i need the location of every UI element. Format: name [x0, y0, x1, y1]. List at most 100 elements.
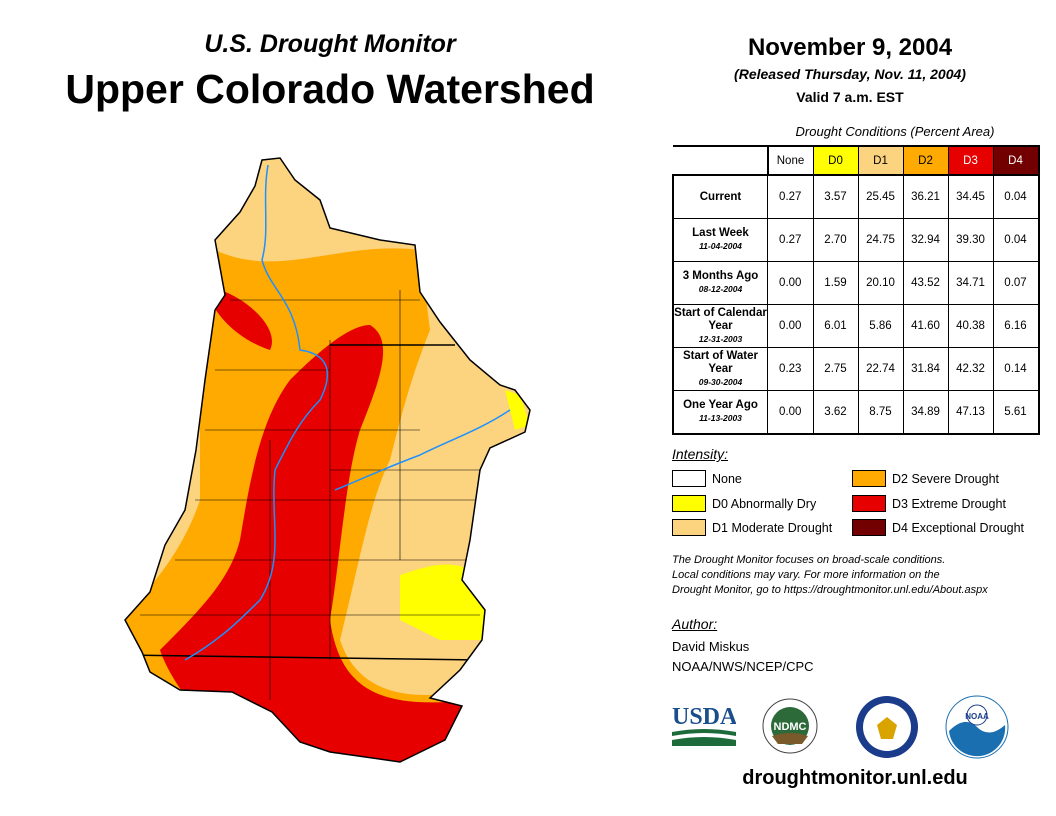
cell-value: 20.10: [857, 261, 904, 305]
disclaimer-note: The Drought Monitor focuses on broad-sca…: [672, 553, 1052, 598]
col-none: None: [767, 145, 814, 176]
legend-item: D0 Abnormally Dry: [672, 495, 816, 512]
cell-value: 0.04: [992, 218, 1040, 262]
note-line: Drought Monitor, go to https://droughtmo…: [672, 584, 988, 596]
col-d2: D2: [902, 145, 949, 176]
ndmc-logo: NDMC: [762, 698, 818, 754]
cell-value: 6.01: [812, 304, 859, 348]
cell-value: 0.23: [767, 347, 814, 391]
cell-value: 5.61: [992, 390, 1040, 435]
cell-value: 8.75: [857, 390, 904, 435]
county-boundaries: [140, 290, 520, 700]
cell-value: 0.27: [767, 174, 814, 219]
row-label: Current: [672, 174, 768, 219]
row-date: 12-31-2003: [698, 333, 743, 344]
legend-swatch: [672, 519, 706, 536]
legend-item: D4 Exceptional Drought: [852, 519, 1024, 536]
legend-item: D1 Moderate Drought: [672, 519, 832, 536]
cell-value: 0.07: [992, 261, 1040, 305]
col-d4: D4: [992, 145, 1040, 176]
legend-label: D0 Abnormally Dry: [712, 496, 817, 511]
cell-value: 6.16: [992, 304, 1040, 348]
row-label-text: Start of Water Year: [683, 349, 758, 375]
row-label: Start of Calendar Year 12-31-2003: [672, 304, 768, 348]
release-date: (Released Thursday, Nov. 11, 2004): [734, 66, 966, 82]
author-org: NOAA/NWS/NCEP/CPC: [672, 659, 814, 674]
legend-swatch: [852, 470, 886, 487]
doc-seal-logo: [855, 695, 919, 759]
row-label: Last Week 11-04-2004: [672, 218, 768, 262]
cell-value: 3.57: [812, 174, 859, 219]
cell-value: 0.27: [767, 218, 814, 262]
legend-swatch: [852, 519, 886, 536]
rivers: [184, 164, 511, 661]
cell-value: 40.38: [947, 304, 994, 348]
cell-value: 0.00: [767, 390, 814, 435]
map-subtitle: U.S. Drought Monitor: [204, 30, 456, 58]
svg-text:USDA: USDA: [672, 704, 736, 730]
map-date: November 9, 2004: [747, 34, 953, 61]
row-date: 09-30-2004: [698, 376, 743, 387]
website-url[interactable]: droughtmonitor.unl.edu: [742, 767, 968, 789]
legend-label: D3 Extreme Drought: [892, 496, 1006, 511]
cell-value: 0.00: [767, 261, 814, 305]
svg-text:NOAA: NOAA: [965, 712, 989, 721]
row-date: 11-13-2003: [699, 413, 742, 423]
cell-value: 34.45: [947, 174, 994, 219]
note-line: Local conditions may vary. For more info…: [672, 569, 940, 581]
usda-logo: USDA: [672, 700, 738, 748]
legend-item: None: [672, 470, 742, 487]
cell-value: 0.00: [767, 304, 814, 348]
cell-value: 31.84: [902, 347, 949, 391]
cell-value: 3.62: [812, 390, 859, 435]
valid-time: Valid 7 a.m. EST: [796, 89, 904, 105]
legend-swatch: [672, 495, 706, 512]
watershed-map: [124, 157, 531, 763]
author-name: David Miskus: [672, 639, 750, 654]
state-boundaries: [125, 344, 481, 661]
table-row: 3 Months Ago 08-12-2004 0.00 1.59 20.10 43.52…: [672, 261, 1040, 305]
legend-title: Intensity:: [672, 446, 729, 462]
legend-label: D4 Exceptional Drought: [892, 520, 1025, 535]
d0-region-east: [505, 390, 530, 430]
cell-value: 34.89: [902, 390, 949, 435]
svg-text:NDMC: NDMC: [774, 721, 807, 733]
cell-value: 47.13: [947, 390, 994, 435]
legend-label: D1 Moderate Drought: [712, 520, 833, 535]
legend-swatch: [852, 495, 886, 512]
cell-value: 2.75: [812, 347, 859, 391]
author-title: Author:: [672, 616, 718, 632]
cell-value: 0.04: [992, 174, 1040, 219]
col-d1: D1: [857, 145, 904, 176]
row-date: 08-12-2004: [698, 284, 743, 294]
legend-item: D2 Severe Drought: [852, 470, 999, 487]
cell-value: 42.32: [947, 347, 994, 391]
cell-value: 1.59: [812, 261, 859, 305]
cell-value: 36.21: [902, 174, 949, 219]
row-label: One Year Ago 11-13-2003: [672, 390, 768, 435]
row-label-text: Last Week: [692, 227, 749, 239]
legend-label: None: [712, 471, 742, 486]
table-row: Start of Calendar Year 12-31-2003 0.00 6.01…: [672, 304, 1040, 348]
row-label: Start of Water Year 09-30-2004: [672, 347, 768, 391]
drought-conditions-table: None D0 D1 D2 D3 D4 Current 0.27 3.57 25.45…: [672, 145, 1040, 435]
cell-value: 5.86: [857, 304, 904, 348]
row-label-text: One Year Ago: [683, 399, 758, 411]
legend-label: D2 Severe Drought: [892, 471, 1000, 486]
cell-value: 2.70: [812, 218, 859, 262]
row-label-text: Current: [699, 190, 742, 203]
table-row: Last Week 11-04-2004 0.27 2.70 24.75 32.94 39.…: [672, 218, 1040, 262]
cell-value: 0.14: [992, 347, 1040, 391]
cell-value: 24.75: [857, 218, 904, 262]
table-row: One Year Ago 11-13-2003 0.00 3.62 8.75 34.89 4…: [672, 390, 1040, 435]
d3-region-north: [210, 290, 272, 350]
note-line: The Drought Monitor focuses on broad-sca…: [672, 554, 946, 566]
author-info: David Miskus NOAA/NWS/NCEP/CPC: [672, 637, 814, 677]
row-label-text: Start of Calendar Year: [674, 306, 767, 332]
cell-value: 41.60: [902, 304, 949, 348]
table-row: Start of Water Year 09-30-2004 0.23 2.75 22.…: [672, 347, 1040, 391]
cell-value: 39.30: [947, 218, 994, 262]
row-label-text: 3 Months Ago: [682, 270, 759, 282]
row-label: 3 Months Ago 08-12-2004: [672, 261, 768, 305]
